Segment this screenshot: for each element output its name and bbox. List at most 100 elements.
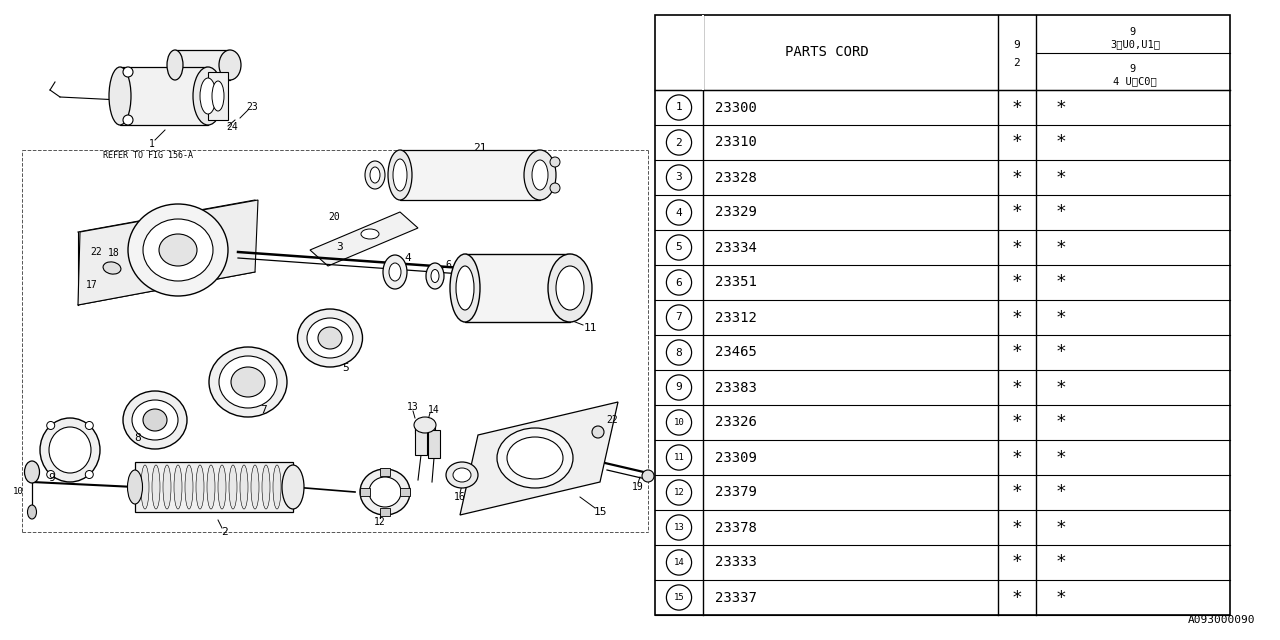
Text: *: * [1011, 413, 1023, 431]
Text: *: * [1056, 273, 1066, 291]
Ellipse shape [241, 465, 248, 509]
Text: 2: 2 [221, 527, 228, 537]
Text: *: * [1011, 518, 1023, 536]
Text: 9: 9 [1130, 64, 1137, 74]
Text: *: * [1011, 378, 1023, 397]
Text: 23334: 23334 [716, 241, 756, 255]
Bar [360, 488, 370, 496]
Text: 23309: 23309 [716, 451, 756, 465]
Ellipse shape [643, 470, 654, 482]
Circle shape [667, 235, 691, 260]
Text: *: * [1011, 239, 1023, 257]
Ellipse shape [317, 327, 342, 349]
Ellipse shape [128, 470, 142, 504]
Ellipse shape [132, 400, 178, 440]
Ellipse shape [229, 465, 237, 509]
Circle shape [86, 422, 93, 429]
Text: 9: 9 [49, 473, 55, 483]
Text: *: * [1056, 449, 1066, 467]
Text: 23329: 23329 [716, 205, 756, 220]
Text: 13: 13 [673, 523, 685, 532]
Ellipse shape [128, 204, 228, 296]
Text: REFER TO FIG 156-A: REFER TO FIG 156-A [102, 152, 193, 161]
Circle shape [667, 550, 691, 575]
Circle shape [667, 270, 691, 295]
Text: 10: 10 [13, 488, 23, 497]
Text: A093000090: A093000090 [1188, 615, 1254, 625]
Circle shape [46, 470, 55, 479]
Ellipse shape [251, 465, 259, 509]
Text: 12: 12 [673, 488, 685, 497]
Ellipse shape [193, 67, 223, 125]
Ellipse shape [262, 465, 270, 509]
Text: 23337: 23337 [716, 591, 756, 605]
Text: *: * [1011, 134, 1023, 152]
Text: 11: 11 [584, 323, 596, 333]
Ellipse shape [556, 266, 584, 310]
Text: *: * [1056, 483, 1066, 502]
Ellipse shape [497, 428, 573, 488]
Ellipse shape [456, 266, 474, 310]
Text: *: * [1011, 273, 1023, 291]
Ellipse shape [219, 356, 276, 408]
Ellipse shape [524, 150, 556, 200]
Ellipse shape [548, 254, 591, 322]
Text: 23383: 23383 [716, 381, 756, 394]
Ellipse shape [152, 465, 160, 509]
Text: 9: 9 [1014, 40, 1020, 49]
Circle shape [591, 426, 604, 438]
Bar [120, 67, 207, 125]
Text: PARTS CORD: PARTS CORD [785, 45, 868, 60]
Ellipse shape [426, 263, 444, 289]
Circle shape [667, 375, 691, 400]
Text: *: * [1056, 168, 1066, 186]
Text: *: * [1011, 449, 1023, 467]
Ellipse shape [431, 269, 439, 282]
Text: 22: 22 [607, 415, 618, 425]
Text: 4 U〈C0〉: 4 U〈C0〉 [1114, 76, 1157, 86]
Circle shape [667, 585, 691, 610]
Ellipse shape [219, 50, 241, 80]
Ellipse shape [218, 465, 227, 509]
Text: 23351: 23351 [716, 275, 756, 289]
Text: 15: 15 [673, 593, 685, 602]
Circle shape [667, 95, 691, 120]
Ellipse shape [307, 318, 353, 358]
Text: *: * [1056, 518, 1066, 536]
Text: 3: 3 [337, 242, 343, 252]
Ellipse shape [369, 477, 401, 507]
Text: 23465: 23465 [716, 346, 756, 360]
Ellipse shape [453, 468, 471, 482]
Text: 8: 8 [134, 433, 141, 443]
Text: 7: 7 [261, 405, 268, 415]
Ellipse shape [200, 78, 216, 114]
Ellipse shape [370, 167, 380, 183]
Bar [465, 254, 570, 322]
Ellipse shape [532, 160, 548, 190]
Text: *: * [1056, 134, 1066, 152]
Text: *: * [1056, 239, 1066, 257]
Text: 10: 10 [673, 418, 685, 427]
Ellipse shape [230, 367, 265, 397]
Polygon shape [460, 402, 618, 515]
Text: 16: 16 [454, 492, 466, 502]
Circle shape [667, 305, 691, 330]
Bar [399, 150, 540, 200]
Text: 14: 14 [673, 558, 685, 567]
Text: 15: 15 [593, 507, 607, 517]
Text: 4: 4 [676, 207, 682, 218]
Text: *: * [1011, 168, 1023, 186]
Ellipse shape [163, 465, 172, 509]
Ellipse shape [109, 67, 131, 125]
Text: 1: 1 [676, 102, 682, 113]
Text: 23378: 23378 [716, 520, 756, 534]
Ellipse shape [297, 309, 362, 367]
Circle shape [123, 115, 133, 125]
Text: 2: 2 [1014, 58, 1020, 67]
Ellipse shape [389, 263, 401, 281]
Ellipse shape [104, 262, 120, 274]
Text: 18: 18 [108, 248, 120, 258]
Text: 22: 22 [91, 247, 102, 257]
Text: *: * [1011, 483, 1023, 502]
Ellipse shape [49, 427, 91, 473]
